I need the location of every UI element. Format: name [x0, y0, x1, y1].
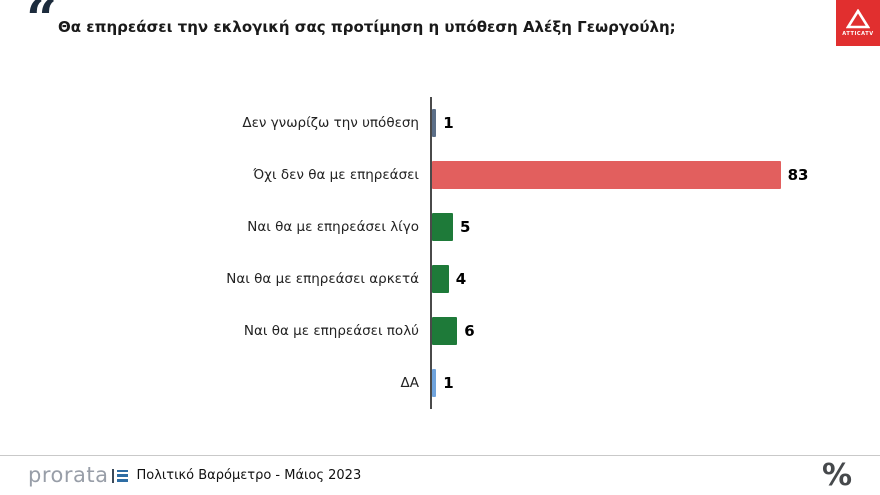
- chart-row: Ναι θα με επηρεάσει αρκετά 4: [60, 253, 840, 305]
- category-label: Ναι θα με επηρεάσει λίγο: [247, 219, 419, 235]
- category-label: Δεν γνωρίζω την υπόθεση: [242, 115, 419, 131]
- prorata-logo: prorata: [28, 463, 109, 487]
- bar: [432, 161, 781, 189]
- chart-row: Ναι θα με επηρεάσει λίγο 5: [60, 201, 840, 253]
- footer-caption: Πολιτικό Βαρόμετρο - Μάιος 2023: [136, 468, 362, 483]
- bar: [432, 265, 449, 293]
- bar-area: 1: [432, 109, 454, 137]
- bar-chart: Δεν γνωρίζω την υπόθεση 1 Όχι δεν θα με επ…: [60, 97, 840, 409]
- quote-icon: “: [26, 0, 58, 51]
- chart-row: Ναι θα με επηρεάσει πολύ 6: [60, 305, 840, 357]
- bar-area: 5: [432, 213, 470, 241]
- chart-row: ΔΑ 1: [60, 357, 840, 409]
- bar-area: 83: [432, 161, 808, 189]
- bar: [432, 213, 453, 241]
- bar: [432, 369, 437, 397]
- category-label: Ναι θα με επηρεάσει αρκετά: [226, 271, 419, 287]
- bar: [432, 317, 458, 345]
- footer: prorata Πολιτικό Βαρόμετρο - Μάιος 2023 …: [0, 455, 880, 495]
- prorata-flag-icon: [112, 468, 129, 483]
- value-label: 5: [460, 218, 471, 236]
- attica-triangle-icon: [846, 9, 870, 31]
- chart-row: Δεν γνωρίζω την υπόθεση 1: [60, 97, 840, 149]
- category-label: ΔΑ: [400, 375, 419, 391]
- bar-area: 6: [432, 317, 475, 345]
- percent-icon: %: [821, 457, 852, 493]
- attica-logo-label: ATTICATV: [842, 31, 874, 37]
- category-label: Ναι θα με επηρεάσει πολύ: [243, 323, 419, 339]
- bar-area: 1: [432, 369, 454, 397]
- value-label: 1: [443, 374, 454, 392]
- bar-chart-rows: Δεν γνωρίζω την υπόθεση 1 Όχι δεν θα με επ…: [60, 97, 840, 409]
- value-label: 4: [455, 270, 467, 288]
- category-label: Όχι δεν θα με επηρεάσει: [253, 167, 419, 183]
- y-axis-line: [430, 97, 432, 409]
- bar: [432, 109, 437, 137]
- bar-area: 4: [432, 265, 466, 293]
- value-label: 1: [443, 114, 454, 132]
- chart-row: Όχι δεν θα με επηρεάσει 83: [60, 149, 840, 201]
- value-label: 6: [464, 322, 475, 340]
- page-title: Θα επηρεάσει την εκλογική σας προτίμηση …: [58, 18, 676, 36]
- value-label: 83: [787, 166, 809, 184]
- attica-tv-logo: ATTICATV: [836, 0, 880, 46]
